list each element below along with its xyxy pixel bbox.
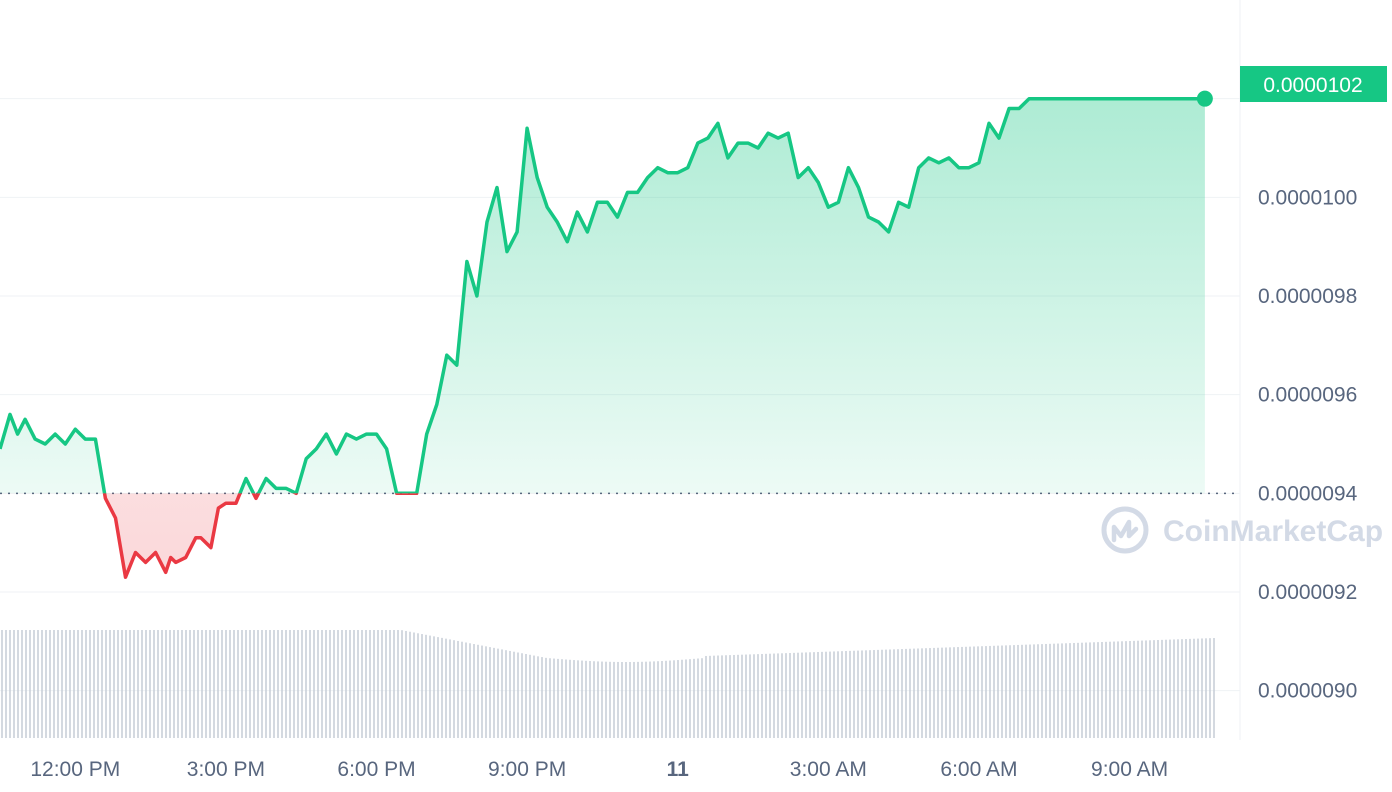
current-price-dot[interactable] bbox=[1196, 90, 1213, 107]
price-line-down bbox=[102, 493, 419, 579]
x-axis-labels: 12:00 PM 3:00 PM 6:00 PM 9:00 PM 11 3:00 AM 6:… bbox=[30, 758, 1168, 781]
x-tick-label: 9:00 PM bbox=[488, 758, 566, 781]
x-tick-label: 3:00 AM bbox=[790, 758, 867, 781]
y-tick-label: 0.0000098 bbox=[1258, 285, 1357, 308]
current-price-label: 0.0000102 bbox=[1263, 74, 1362, 97]
x-tick-label: 12:00 PM bbox=[30, 758, 120, 781]
x-tick-label: 3:00 PM bbox=[187, 758, 265, 781]
y-axis-labels: 0.0000090 0.0000092 0.0000094 0.0000096 0.00… bbox=[1258, 186, 1358, 702]
y-tick-label: 0.0000096 bbox=[1258, 384, 1357, 407]
current-price-tag[interactable]: 0.0000102 bbox=[1240, 66, 1387, 102]
price-area-up bbox=[0, 98, 1205, 494]
y-tick-label: 0.0000092 bbox=[1258, 581, 1357, 604]
watermark-brand: CoinMarketCap bbox=[1163, 515, 1383, 548]
current-price-tag-bg bbox=[1240, 66, 1387, 102]
x-tick-label: 9:00 AM bbox=[1091, 758, 1168, 781]
price-area-down bbox=[104, 493, 259, 578]
y-tick-label: 0.0000100 bbox=[1258, 186, 1357, 209]
x-tick-label: 6:00 AM bbox=[940, 758, 1017, 781]
price-line-up bbox=[0, 96, 1205, 494]
coinmarketcap-logo-icon bbox=[1101, 506, 1149, 554]
x-tick-label: 6:00 PM bbox=[337, 758, 415, 781]
volume-bars bbox=[1, 630, 1215, 738]
y-tick-label: 0.0000094 bbox=[1258, 482, 1358, 505]
watermark: CoinMarketCap bbox=[1101, 506, 1383, 554]
y-tick-label: 0.0000090 bbox=[1258, 680, 1357, 703]
x-tick-label: 11 bbox=[667, 758, 690, 781]
